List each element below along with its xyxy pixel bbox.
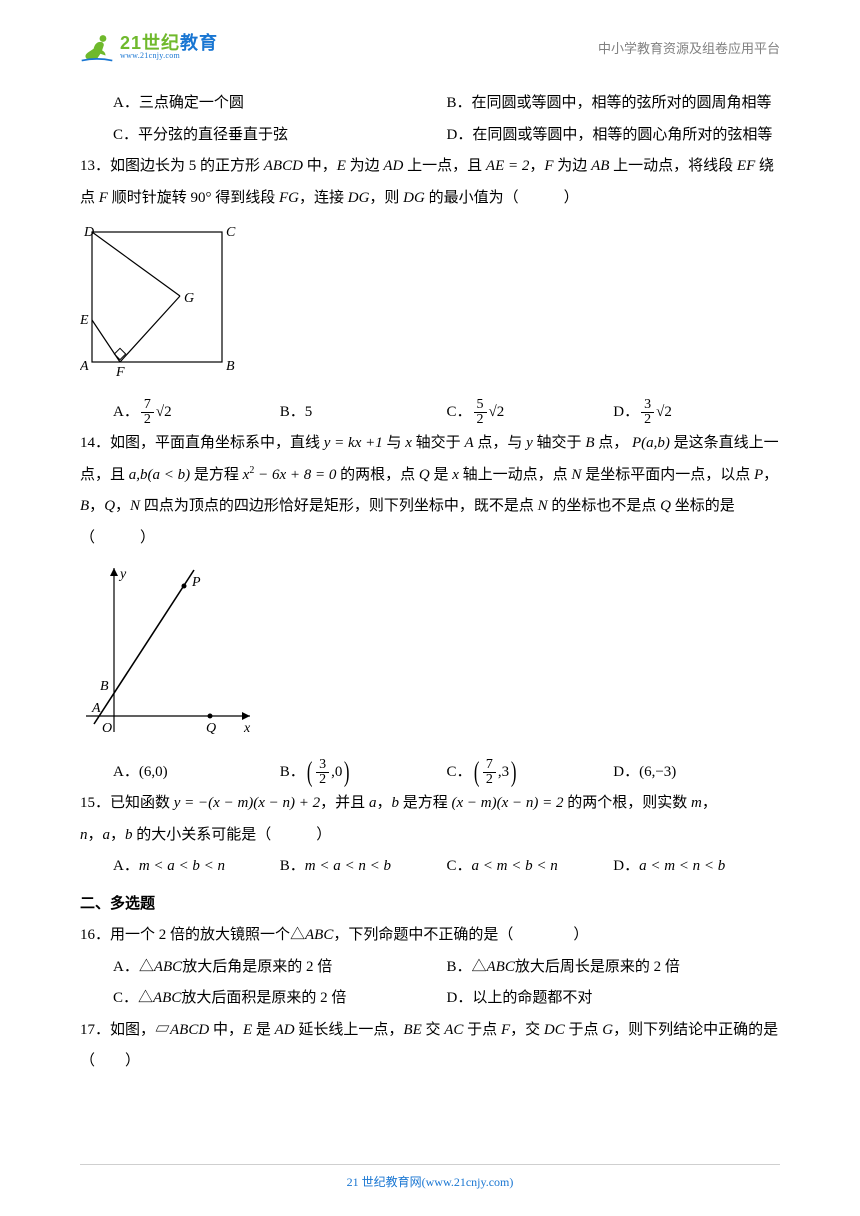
- logo-text-21: 21: [120, 33, 142, 53]
- q12-options-row1: A．三点确定一个圆 B．在同圆或等圆中，相等的弦所对的圆周角相等: [80, 88, 780, 120]
- svg-text:B: B: [100, 679, 109, 694]
- q15-opt-b: B．m < a < n < b: [280, 851, 447, 883]
- q12-opt-d: D．在同圆或等圆中，相等的圆心角所对的弦相等: [447, 120, 781, 152]
- q13-stem: 13．如图边长为 5 的正方形 ABCD 中，E 为边 AD 上一点，且 AE …: [80, 151, 780, 214]
- q17-stem: 17．如图，▱ABCD 中，E 是 AD 延长线上一点，BE 交 AC 于点 F…: [80, 1015, 780, 1078]
- svg-text:P: P: [191, 575, 201, 590]
- q12-opt-c: C．平分弦的直径垂直于弦: [113, 120, 447, 152]
- q15-opt-a: A．m < a < b < n: [113, 851, 280, 883]
- logo-text-edu: 教育: [180, 33, 218, 53]
- q13-diagram: D C E A F B G: [80, 220, 780, 393]
- section-2-header: 二、多选题: [80, 889, 780, 921]
- q14-opt-d: D．(6,−3): [613, 757, 780, 789]
- q16-stem: 16．用一个 2 倍的放大镜照一个△ABC，下列命题中不正确的是（ ）: [80, 920, 780, 952]
- q14-opt-b: B． (32,0): [280, 757, 447, 789]
- svg-text:A: A: [80, 359, 89, 374]
- q13-opt-c: C．52√2: [447, 397, 614, 429]
- q16-opt-b: B．△ABC 放大后周长是原来的 2 倍: [447, 952, 781, 984]
- q13-opt-d: D．32√2: [613, 397, 780, 429]
- logo-url: www.21cnjy.com: [120, 52, 218, 60]
- q16-options-row2: C．△ABC 放大后面积是原来的 2 倍 D．以上的命题都不对: [80, 983, 780, 1015]
- q16-opt-c: C．△ABC 放大后面积是原来的 2 倍: [113, 983, 447, 1015]
- logo-text-century: 世纪: [142, 33, 180, 53]
- q15-opt-d: D．a < m < n < b: [613, 851, 780, 883]
- q12-opt-a: A．三点确定一个圆: [113, 88, 447, 120]
- svg-text:C: C: [226, 225, 236, 240]
- q13-options: A．72√2 B．5 C．52√2 D．32√2: [80, 397, 780, 429]
- header-platform-text: 中小学教育资源及组卷应用平台: [598, 38, 780, 57]
- svg-text:x: x: [243, 721, 251, 736]
- q15-options: A．m < a < b < n B．m < a < n < b C．a < m …: [80, 851, 780, 883]
- site-logo: 21世纪教育 www.21cnjy.com: [80, 30, 218, 64]
- q16-opt-a: A．△ABC 放大后角是原来的 2 倍: [113, 952, 447, 984]
- svg-text:B: B: [226, 359, 235, 374]
- q14-stem: 14．如图，平面直角坐标系中，直线 y = kx +1 与 x 轴交于 A 点，…: [80, 428, 780, 554]
- q13-opt-b: B．5: [280, 397, 447, 429]
- q15-stem: 15．已知函数 y = −(x − m)(x − n) + 2，并且 a，b 是…: [80, 788, 780, 851]
- page-footer: 21 世纪教育网(www.21cnjy.com): [80, 1164, 780, 1190]
- q15-opt-c: C．a < m < b < n: [447, 851, 614, 883]
- q12-opt-b: B．在同圆或等圆中，相等的弦所对的圆周角相等: [447, 88, 781, 120]
- svg-text:Q: Q: [206, 721, 216, 736]
- svg-text:A: A: [91, 701, 101, 716]
- svg-text:D: D: [83, 225, 94, 240]
- q12-options-row2: C．平分弦的直径垂直于弦 D．在同圆或等圆中，相等的圆心角所对的弦相等: [80, 120, 780, 152]
- q14-options: A．(6,0) B． (32,0) C． (72,3) D．(6,−3): [80, 757, 780, 789]
- svg-text:F: F: [115, 365, 125, 380]
- q13-opt-a: A．72√2: [113, 397, 280, 429]
- runner-icon: [80, 30, 114, 64]
- svg-text:G: G: [184, 291, 194, 306]
- q16-options-row1: A．△ABC 放大后角是原来的 2 倍 B．△ABC 放大后周长是原来的 2 倍: [80, 952, 780, 984]
- page-content: A．三点确定一个圆 B．在同圆或等圆中，相等的弦所对的圆周角相等 C．平分弦的直…: [80, 88, 780, 1078]
- q16-opt-d: D．以上的命题都不对: [447, 983, 781, 1015]
- q14-opt-c: C． (72,3): [447, 757, 614, 789]
- svg-text:E: E: [80, 313, 89, 328]
- q14-opt-a: A．(6,0): [113, 757, 280, 789]
- svg-text:y: y: [118, 567, 127, 582]
- svg-text:O: O: [102, 721, 112, 736]
- q14-diagram: y x P B A O Q: [80, 560, 780, 753]
